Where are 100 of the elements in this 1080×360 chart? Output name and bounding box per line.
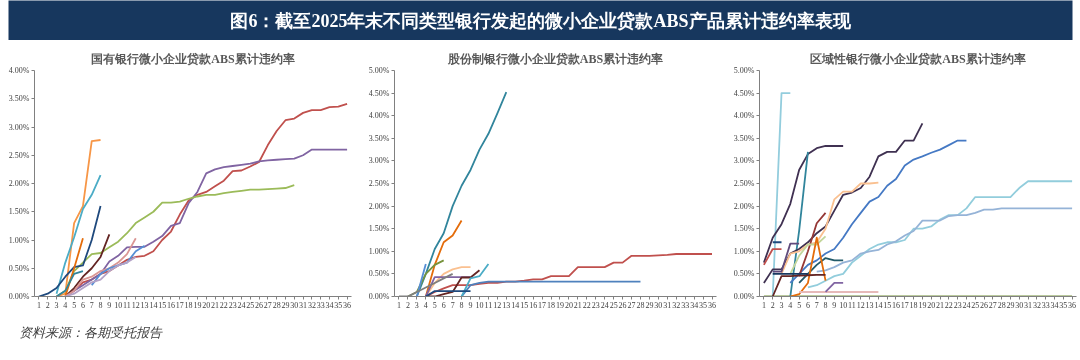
y-tick-label: 0.50% [8,263,30,273]
x-tick-label: 1 [36,300,41,310]
y-tick-label: 3.00% [8,122,30,132]
x-tick-label: 10 [114,300,123,310]
x-tick-label: 17 [900,300,909,310]
x-tick-label: 20 [202,300,211,310]
x-tick-label: 6 [441,300,446,310]
x-tick-label: 31 [299,300,308,310]
x-tick-label: 2 [405,300,410,310]
x-tick-label: 26 [255,300,264,310]
x-tick-label: 25 [246,300,255,310]
x-tick-label: 5 [797,300,802,310]
text: 资料来源：各期受托报告 [19,325,164,340]
x-tick-label: 34 [690,300,699,310]
x-tick-label: 8 [98,300,103,310]
x-tick-label: 35 [699,300,708,310]
x-tick-label: 29 [281,300,290,310]
y-tick-label: 0.00% [368,292,390,301]
x-tick-label: 12 [493,300,502,310]
x-tick-label: 19 [918,300,927,310]
x-tick-label: 8 [823,300,828,310]
x-tick-label: 4 [423,300,428,310]
x-tick-label: 22 [944,300,953,310]
x-tick-label: 9 [468,300,473,310]
x-tick-label: 3 [779,300,784,310]
x-tick-label: 36 [708,300,717,310]
y-tick-label: 5.00% [733,66,755,75]
y-tick-label: 0.50% [733,269,755,279]
x-tick-label: 23 [953,300,962,310]
y-tick-label: 3.50% [8,94,30,104]
x-tick-label: 21 [211,300,220,310]
x-tick-label: 16 [166,300,175,310]
x-tick-label: 24 [962,300,971,310]
x-tick-label: 27 [988,300,997,310]
x-tick-label: 31 [1024,300,1033,310]
x-tick-label: 20 [927,300,936,310]
x-tick-label: 27 [627,300,636,310]
x-tick-label: 16 [529,300,538,310]
x-tick-label: 13 [865,300,874,310]
y-tick-label: 1.50% [368,224,390,234]
x-tick-label: 6 [80,300,85,310]
y-tick-label: 4.50% [733,88,755,98]
x-tick-label: 8 [459,300,464,310]
x-tick-label: 7 [814,300,819,310]
x-tick-label: 18 [547,300,556,310]
y-tick-label: 2.50% [8,150,30,160]
x-tick-label: 17 [175,300,184,310]
chart-title: 区域性银行微小企业贷款ABS累计违约率 [810,51,1026,66]
x-tick-label: 14 [511,300,520,310]
y-tick-label: 3.00% [733,156,755,166]
x-tick-label: 2 [770,300,775,310]
x-tick-label: 29 [645,300,654,310]
x-tick-label: 21 [936,300,945,310]
x-tick-label: 20 [564,300,573,310]
y-tick-label: 2.00% [733,201,755,211]
x-tick-label: 28 [997,300,1006,310]
x-tick-label: 10 [475,300,484,310]
x-tick-label: 25 [609,300,618,310]
y-tick-label: 4.00% [8,66,30,75]
x-tick-label: 28 [272,300,281,310]
x-tick-label: 21 [573,300,582,310]
text: 图6：截至2025年末不同类型银行发起的微小企业贷款ABS产品累计违约率表现 [230,10,852,31]
x-tick-label: 35 [334,300,343,310]
x-tick-label: 15 [883,300,892,310]
x-tick-label: 24 [600,300,609,310]
x-tick-label: 13 [140,300,149,310]
x-tick-label: 36 [1068,300,1077,310]
y-tick-label: 2.50% [368,179,390,188]
x-tick-label: 7 [89,300,94,310]
y-tick-label: 2.50% [733,179,755,188]
x-tick-label: 32 [1032,300,1041,310]
x-tick-label: 30 [1015,300,1024,310]
y-tick-label: 1.00% [8,235,30,245]
x-tick-label: 26 [618,300,627,310]
x-tick-label: 33 [681,300,690,310]
x-tick-label: 30 [654,300,663,310]
x-tick-label: 24 [237,300,246,310]
y-tick-label: 0.00% [8,292,30,301]
x-tick-label: 1 [396,300,401,310]
x-tick-label: 11 [123,300,131,310]
x-tick-label: 1 [761,300,766,310]
x-tick-label: 27 [263,300,272,310]
y-tick-label: 3.50% [733,133,755,143]
x-tick-label: 12 [856,300,865,310]
x-tick-label: 23 [591,300,600,310]
x-tick-label: 3 [414,300,419,310]
x-tick-label: 13 [502,300,511,310]
x-tick-label: 2 [45,300,50,310]
x-tick-label: 12 [131,300,140,310]
x-tick-label: 22 [582,300,591,310]
x-tick-label: 18 [909,300,918,310]
chart-title: 国有银行微小企业贷款ABS累计违约率 [91,51,295,66]
x-tick-label: 16 [891,300,900,310]
x-tick-label: 11 [848,300,856,310]
x-tick-label: 4 [788,300,793,310]
x-tick-label: 10 [839,300,848,310]
x-tick-label: 19 [193,300,202,310]
x-tick-label: 29 [1006,300,1015,310]
y-tick-label: 4.50% [368,88,390,98]
x-tick-label: 36 [343,300,352,310]
